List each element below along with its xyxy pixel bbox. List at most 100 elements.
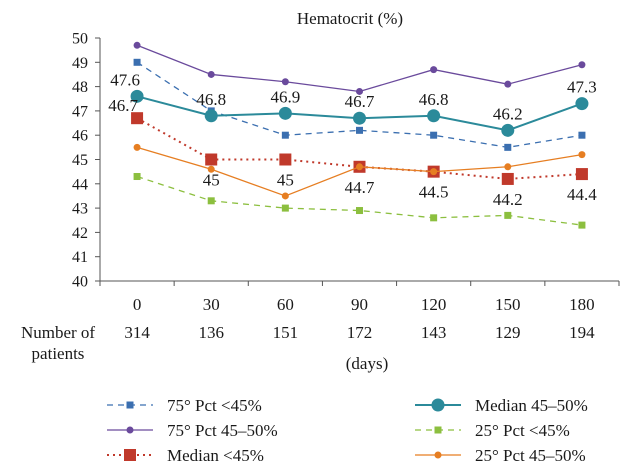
chart-title: Hematocrit (%) [297,9,403,28]
patients-count: 143 [421,323,447,342]
data-point [504,211,512,219]
data-label-median-lt45: 45 [203,171,220,190]
data-point [356,163,363,171]
legend-swatch-marker [434,426,442,434]
legend-swatch-marker [431,398,445,412]
data-point [501,172,514,185]
data-point [578,151,586,159]
legend-swatch-marker [126,426,134,434]
y-tick-label: 50 [72,31,88,48]
legend-item-2: Median <45% [107,446,264,465]
legend-label: 25° Pct <45% [475,421,570,440]
x-axis-ticks: 0 30 60 90 120 150 180 [99,281,620,314]
legend-label: Median 45–50% [475,396,588,415]
data-label-median-45-50: 46.2 [493,104,523,123]
legend-item-1: 75° Pct 45–50% [107,421,278,440]
y-tick-label: 41 [72,249,88,266]
data-label-median-lt45: 45 [277,171,294,190]
legend-swatch-marker [434,451,442,459]
data-point [130,89,144,103]
data-point [204,109,218,123]
data-point [427,109,441,123]
patients-count: 194 [569,323,595,342]
legend-label: 75° Pct <45% [167,396,262,415]
x-tick-label: 150 [495,295,521,314]
data-label-median-45-50: 46.7 [345,92,375,111]
y-tick-label: 40 [72,274,88,291]
patients-row: Number of patients 314 136 151 172 143 129 194 [21,323,595,363]
patients-count: 151 [273,323,299,342]
data-point [430,131,438,139]
data-point [353,111,366,125]
data-point [501,123,515,137]
legend-item-3: Median 45–50% [415,396,588,415]
data-point [207,197,215,205]
data-label-median-lt45: 44.2 [493,190,523,209]
data-point [356,126,363,134]
data-label-median-45-50: 46.9 [270,87,300,106]
data-point [356,87,363,95]
y-axis-ticks: 40 41 42 43 44 45 46 47 48 49 50 [72,31,100,291]
data-point [504,80,512,88]
x-axis-label: (days) [346,354,388,373]
data-point [281,192,289,200]
y-tick-label: 43 [72,201,88,218]
series-1 [133,41,586,95]
data-label-median-45-50: 47.6 [110,70,140,89]
data-label-median-lt45: 44.7 [345,178,375,197]
data-point [281,204,289,212]
y-tick-label: 49 [72,55,88,72]
y-tick-label: 44 [72,176,88,193]
patients-count: 314 [124,323,150,342]
data-point [504,163,512,171]
legend-label: Median <45% [167,446,264,465]
patients-label-line2: patients [32,344,85,363]
x-tick-label: 180 [569,295,595,314]
data-labels: 47.6 46.8 46.9 46.7 46.8 46.2 47.3 46.7 45 45 44.7… [108,70,597,209]
data-label-median-lt45: 46.7 [108,96,138,115]
series-2 [131,112,588,185]
data-point [504,143,512,151]
x-tick-label: 30 [203,295,220,314]
legend-swatch-marker [124,449,136,461]
data-label-median-lt45: 44.5 [419,183,449,202]
data-point [131,112,144,125]
y-tick-label: 42 [72,225,88,242]
data-point [430,66,438,74]
data-label-median-45-50: 46.8 [196,90,226,109]
data-point [578,61,586,69]
data-point [278,106,292,120]
y-tick-label: 48 [72,79,88,96]
y-tick-label: 47 [72,103,88,120]
x-tick-label: 90 [351,295,368,314]
patients-count: 136 [198,323,224,342]
data-point [575,97,589,111]
x-tick-label: 0 [133,295,142,314]
data-point [207,165,215,173]
y-tick-label: 46 [72,128,88,145]
legend: 75° Pct <45% Median 45–50% 75° Pct 45–50% 2… [107,396,588,465]
data-point [133,173,141,181]
data-point [430,214,438,222]
data-point [279,153,292,166]
series-group [130,41,589,229]
series-line [136,44,583,93]
data-point [281,131,289,139]
patients-count: 129 [495,323,521,342]
legend-item-4: 25° Pct <45% [415,421,570,440]
data-point [430,168,438,176]
legend-swatch-marker [126,401,134,409]
data-point [578,131,586,139]
data-label-median-lt45: 44.4 [567,185,597,204]
data-point [356,207,363,215]
legend-item-0: 75° Pct <45% [107,396,262,415]
data-label-median-45-50: 46.8 [419,90,449,109]
legend-label: 75° Pct 45–50% [167,421,278,440]
data-point [207,70,215,78]
legend-item-5: 25° Pct 45–50% [415,446,586,465]
data-point [205,153,218,166]
data-point [133,41,141,49]
y-tick-label: 45 [72,152,88,169]
series-3 [130,89,589,137]
